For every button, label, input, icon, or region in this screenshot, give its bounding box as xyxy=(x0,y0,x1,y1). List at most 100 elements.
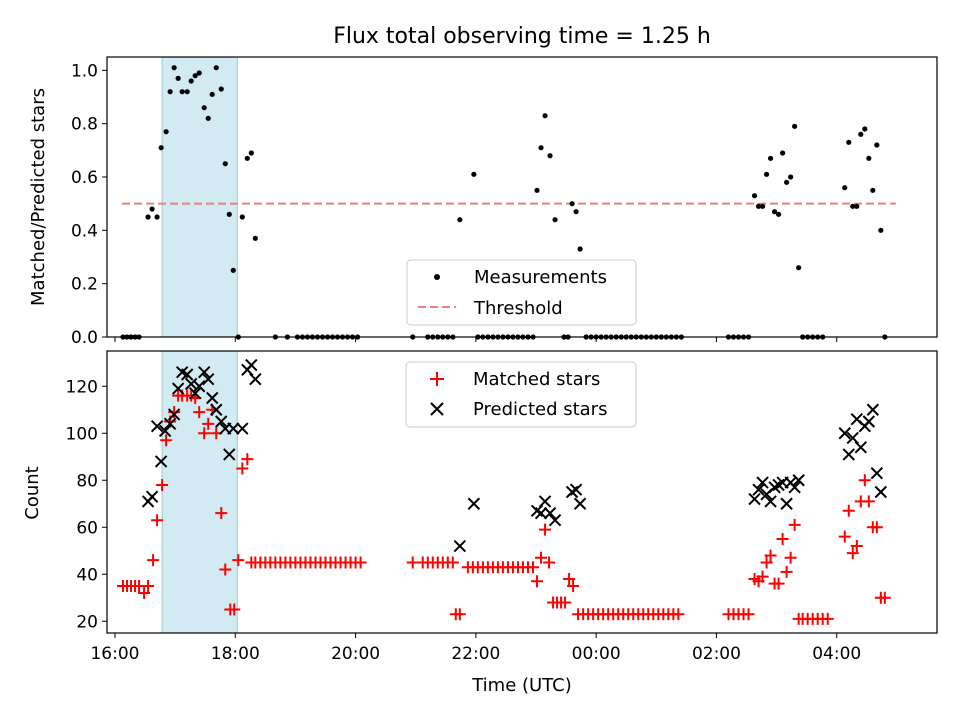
measurement-point xyxy=(788,174,794,180)
matched-point xyxy=(535,551,548,564)
predicted-point xyxy=(780,497,793,510)
predicted-point xyxy=(184,377,198,391)
predicted-point xyxy=(870,466,884,480)
measurement-point xyxy=(145,214,151,220)
y-tick-label: 20 xyxy=(76,612,98,632)
measurement-point xyxy=(755,203,762,209)
matched-point xyxy=(354,556,367,569)
matched-point xyxy=(219,563,232,576)
y-tick-label: 0.2 xyxy=(71,275,98,295)
measurement-point xyxy=(874,142,880,148)
measurement-point xyxy=(850,203,856,209)
predicted-point xyxy=(227,422,240,435)
measurement-point xyxy=(248,150,254,156)
measurement-point xyxy=(149,206,155,212)
matched-point xyxy=(780,565,793,578)
measurement-point xyxy=(226,211,232,217)
predicted-point xyxy=(764,495,777,508)
matched-point xyxy=(406,556,419,569)
measurement-point xyxy=(870,187,876,193)
predicted-point xyxy=(842,448,855,461)
legend-predicted-marker xyxy=(430,402,444,416)
legend-threshold-label: Threshold xyxy=(473,298,563,319)
matched-point xyxy=(764,549,777,562)
matched-point xyxy=(228,603,241,616)
matched-point xyxy=(215,507,228,520)
predicted-point xyxy=(748,492,761,506)
predicted-point xyxy=(788,481,801,494)
matched-point xyxy=(563,572,576,585)
measurement-point xyxy=(767,155,774,161)
measurement-point xyxy=(218,86,224,92)
predicted-point xyxy=(838,427,851,440)
matched-point xyxy=(236,462,249,475)
bottom-y-axis-label: Count xyxy=(22,466,43,519)
y-tick-label: 0.4 xyxy=(71,221,98,241)
y-tick-label: 0.6 xyxy=(71,168,98,188)
predicted-point xyxy=(180,368,194,381)
predicted-point xyxy=(163,417,177,431)
matched-point xyxy=(858,474,871,487)
measurement-point xyxy=(222,161,228,167)
legend-matched-label: Matched stars xyxy=(473,369,600,390)
predicted-point xyxy=(167,408,181,421)
measurement-point xyxy=(205,115,211,121)
matched-point xyxy=(788,518,801,531)
measurement-point xyxy=(534,187,540,193)
legend-predicted-label: Predicted stars xyxy=(473,399,607,420)
x-tick-label: 20:00 xyxy=(331,644,380,664)
matched-point xyxy=(168,406,181,419)
measurement-point xyxy=(154,214,160,220)
measurement-point xyxy=(196,70,202,76)
predicted-point xyxy=(223,448,236,461)
predicted-point xyxy=(543,506,557,520)
predicted-point xyxy=(538,495,552,508)
measurement-point xyxy=(858,131,864,137)
y-tick-label: 120 xyxy=(66,377,98,397)
top-legend: Measurements Threshold xyxy=(406,259,637,326)
matched-point xyxy=(760,556,773,569)
predicted-point xyxy=(215,415,228,428)
top-axes-frame xyxy=(106,56,938,338)
matched-point xyxy=(193,406,206,419)
matched-point xyxy=(531,575,544,588)
predicted-point xyxy=(210,403,223,416)
matched-point xyxy=(672,608,685,621)
predicted-point xyxy=(866,403,880,416)
predicted-point xyxy=(756,476,769,489)
predicted-point xyxy=(534,506,548,520)
measurement-point xyxy=(573,209,579,215)
matched-point xyxy=(151,514,164,527)
measurement-point xyxy=(780,150,786,156)
x-tick-label: 02:00 xyxy=(692,644,741,664)
matched-point xyxy=(446,556,459,569)
top-panel: 0.0 0.2 0.4 0.6 0.8 1.0 xyxy=(71,56,938,348)
predicted-point xyxy=(249,372,262,386)
legend-matched-marker xyxy=(430,372,444,386)
measurement-point xyxy=(171,65,177,71)
x-tick-label: 16:00 xyxy=(90,644,139,664)
measurement-point xyxy=(457,217,463,223)
matched-point xyxy=(202,417,215,430)
predicted-point xyxy=(158,424,172,438)
measurement-point xyxy=(866,155,872,161)
matched-point xyxy=(772,577,785,590)
y-tick-label: 80 xyxy=(76,471,98,491)
measurement-point xyxy=(775,211,782,217)
measurement-point xyxy=(201,105,207,111)
matched-point xyxy=(160,434,173,447)
matched-point xyxy=(870,521,883,534)
legend-measurements-marker xyxy=(434,274,440,280)
measurement-point xyxy=(209,91,215,97)
predicted-point xyxy=(548,513,562,527)
measurement-point xyxy=(542,113,548,119)
measurement-point xyxy=(846,139,852,145)
matched-point xyxy=(776,533,789,545)
matched-point xyxy=(756,570,769,583)
predicted-point xyxy=(202,372,215,386)
matched-point xyxy=(842,504,855,517)
matched-point xyxy=(198,427,211,440)
measurement-point xyxy=(184,89,190,95)
